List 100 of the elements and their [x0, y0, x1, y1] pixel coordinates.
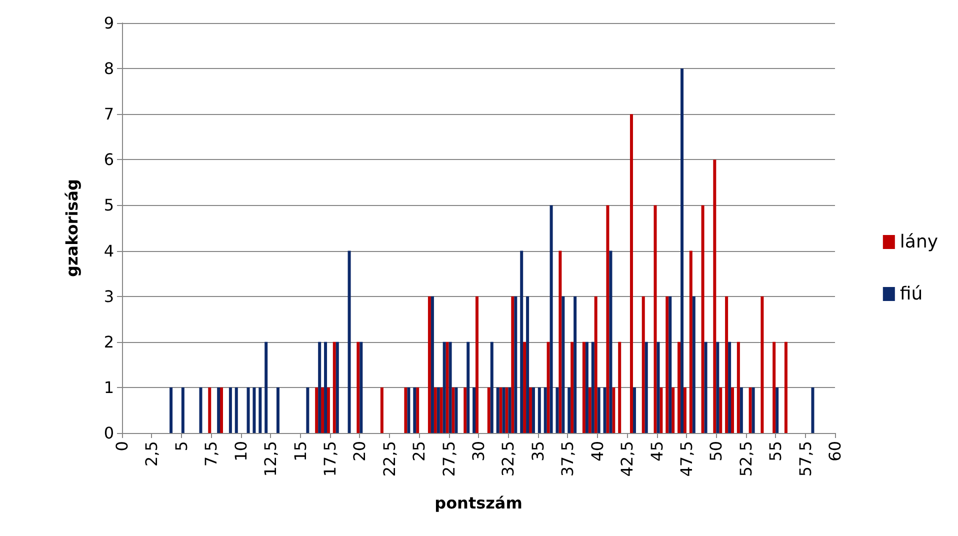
bar: [606, 205, 610, 433]
bar: [356, 342, 360, 433]
bar: [448, 342, 452, 433]
bar: [502, 387, 506, 433]
bar: [594, 296, 598, 433]
x-tick-label: 60: [826, 441, 844, 462]
bar: [321, 387, 324, 433]
bar: [442, 342, 446, 433]
bar: [436, 387, 440, 433]
bar: [680, 68, 684, 433]
x-tick-label: 50: [706, 441, 726, 462]
bar: [464, 387, 467, 433]
x-tick-label: 57,5: [796, 441, 815, 477]
x-tick-label: 35: [528, 441, 548, 462]
bar: [683, 387, 686, 433]
bar: [490, 342, 494, 433]
bar: [713, 160, 716, 433]
bar: [360, 342, 363, 433]
bar: [496, 387, 500, 433]
y-tick-label: 2: [104, 332, 114, 352]
bar: [603, 387, 606, 433]
bar: [523, 342, 526, 433]
bar: [760, 296, 764, 433]
bar: [348, 250, 351, 433]
bar: [719, 387, 722, 433]
bar: [546, 342, 550, 433]
bar: [776, 387, 779, 433]
bar: [752, 387, 755, 433]
x-tick-label: 45: [647, 441, 666, 462]
x-tick-label: 37,5: [558, 441, 578, 477]
bar: [811, 387, 814, 433]
bar: [588, 387, 592, 433]
bar: [562, 296, 565, 433]
bar: [526, 296, 530, 433]
x-tick-label: 47,5: [676, 441, 696, 477]
bar: [574, 296, 577, 433]
bar: [630, 114, 633, 433]
y-tick-label: 6: [104, 150, 114, 170]
bar: [558, 250, 562, 433]
bar: [336, 342, 339, 433]
bar: [380, 387, 384, 433]
bar: [689, 250, 692, 433]
x-tick-label: 20: [350, 441, 370, 462]
bar: [487, 387, 490, 433]
bar: [472, 387, 476, 433]
bar: [568, 387, 571, 433]
bar: [246, 387, 250, 433]
x-tick-label: 7,5: [202, 441, 221, 466]
x-tick-label: 32,5: [498, 441, 518, 477]
bar: [440, 387, 443, 433]
y-tick-label: 1: [104, 378, 114, 397]
bar: [413, 387, 416, 433]
bar: [644, 342, 648, 433]
bar: [528, 387, 532, 433]
bar: [170, 387, 173, 433]
x-tick-label: 52,5: [736, 441, 756, 477]
bar: [208, 387, 212, 433]
bar: [704, 342, 708, 433]
bar: [618, 342, 622, 433]
bar: [550, 205, 553, 433]
bar: [234, 387, 238, 433]
bar: [730, 387, 734, 433]
bar: [332, 342, 336, 433]
bar: [532, 387, 535, 433]
bar: [407, 387, 410, 433]
bar: [416, 387, 420, 433]
bar: [591, 342, 594, 433]
x-axis-title: pontszám: [434, 494, 522, 512]
bar: [692, 296, 696, 433]
bar: [740, 387, 743, 433]
bar: [597, 387, 600, 433]
bar: [476, 296, 478, 433]
bar: [466, 342, 470, 433]
y-tick-label: 7: [104, 104, 114, 124]
bar: [678, 342, 681, 433]
bar: [217, 387, 220, 433]
y-tick-label: 4: [104, 241, 114, 260]
bar: [318, 342, 322, 433]
bar: [609, 250, 612, 433]
bar: [632, 387, 636, 433]
bar: [668, 296, 672, 433]
bar: [228, 387, 232, 433]
bar: [728, 342, 732, 433]
bar: [701, 205, 704, 433]
x-tick-label: 10: [231, 441, 250, 462]
bar: [404, 387, 408, 433]
bar: [570, 342, 574, 433]
bar: [324, 342, 328, 433]
bar: [258, 387, 262, 433]
x-tick-label: 12,5: [261, 441, 280, 477]
bar: [716, 342, 720, 433]
x-tick-label: 15: [290, 441, 310, 462]
x-tick-label: 30: [469, 441, 488, 462]
x-tick-label: 55: [766, 441, 786, 462]
bar: [544, 387, 547, 433]
x-tick-label: 22,5: [380, 441, 399, 477]
bar: [220, 387, 224, 433]
bar: [276, 387, 280, 433]
bar: [672, 387, 675, 433]
bar: [454, 387, 458, 433]
